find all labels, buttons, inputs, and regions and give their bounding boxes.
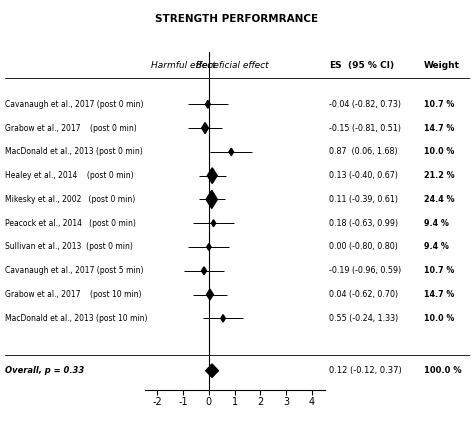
Text: 14.7 %: 14.7 % (424, 123, 455, 132)
Text: MacDonald et al., 2013 (post 10 min): MacDonald et al., 2013 (post 10 min) (5, 314, 147, 323)
Text: 0.55 (-0.24, 1.33): 0.55 (-0.24, 1.33) (329, 314, 399, 323)
Text: Beneficial effect: Beneficial effect (196, 61, 268, 70)
Text: ES: ES (329, 61, 342, 70)
Text: 10.0 %: 10.0 % (424, 314, 455, 323)
Polygon shape (229, 148, 234, 155)
Text: 0.04 (-0.62, 0.70): 0.04 (-0.62, 0.70) (329, 290, 399, 299)
Polygon shape (207, 289, 213, 300)
Text: MacDonald et al., 2013 (post 0 min): MacDonald et al., 2013 (post 0 min) (5, 147, 143, 156)
Text: -0.19 (-0.96, 0.59): -0.19 (-0.96, 0.59) (329, 266, 401, 275)
Text: Peacock et al., 2014   (post 0 min): Peacock et al., 2014 (post 0 min) (5, 219, 136, 228)
Polygon shape (201, 123, 209, 133)
Text: Grabow et al., 2017    (post 10 min): Grabow et al., 2017 (post 10 min) (5, 290, 141, 299)
Text: 10.7 %: 10.7 % (424, 100, 455, 109)
Text: 0.13 (-0.40, 0.67): 0.13 (-0.40, 0.67) (329, 171, 399, 180)
Text: Cavanaugh et al., 2017 (post 5 min): Cavanaugh et al., 2017 (post 5 min) (5, 266, 143, 275)
Polygon shape (207, 243, 211, 250)
Text: 0.87  (0.06, 1.68): 0.87 (0.06, 1.68) (329, 147, 398, 156)
Polygon shape (211, 220, 216, 227)
Text: STRENGTH PERFORMRANCE: STRENGTH PERFORMRANCE (155, 14, 319, 24)
Text: 100.0 %: 100.0 % (424, 366, 462, 375)
Polygon shape (221, 315, 225, 322)
Text: 10.0 %: 10.0 % (424, 147, 455, 156)
Text: 0.00 (-0.80, 0.80): 0.00 (-0.80, 0.80) (329, 242, 398, 252)
Text: Weight: Weight (424, 61, 460, 70)
Text: Overall, p = 0.33: Overall, p = 0.33 (5, 366, 84, 375)
Text: Mikesky et al., 2002   (post 0 min): Mikesky et al., 2002 (post 0 min) (5, 195, 135, 204)
Polygon shape (205, 100, 210, 108)
Text: Harmful effect: Harmful effect (151, 61, 216, 70)
Text: 9.4 %: 9.4 % (424, 219, 449, 228)
Text: Sullivan et al., 2013  (post 0 min): Sullivan et al., 2013 (post 0 min) (5, 242, 133, 252)
Text: Grabow et al., 2017    (post 0 min): Grabow et al., 2017 (post 0 min) (5, 123, 137, 132)
Polygon shape (206, 364, 219, 377)
Text: 14.7 %: 14.7 % (424, 290, 455, 299)
Text: Cavanaugh et al., 2017 (post 0 min): Cavanaugh et al., 2017 (post 0 min) (5, 100, 143, 109)
Text: Healey et al., 2014    (post 0 min): Healey et al., 2014 (post 0 min) (5, 171, 133, 180)
Text: (95 % CI): (95 % CI) (348, 61, 394, 70)
Polygon shape (206, 191, 218, 208)
Text: 0.18 (-0.63, 0.99): 0.18 (-0.63, 0.99) (329, 219, 399, 228)
Text: 0.11 (-0.39, 0.61): 0.11 (-0.39, 0.61) (329, 195, 399, 204)
Text: 9.4 %: 9.4 % (424, 242, 449, 252)
Text: -0.15 (-0.81, 0.51): -0.15 (-0.81, 0.51) (329, 123, 401, 132)
Polygon shape (207, 168, 217, 184)
Polygon shape (201, 267, 207, 275)
Text: -0.04 (-0.82, 0.73): -0.04 (-0.82, 0.73) (329, 100, 401, 109)
Text: 24.4 %: 24.4 % (424, 195, 455, 204)
Text: 0.12 (-0.12, 0.37): 0.12 (-0.12, 0.37) (329, 366, 402, 375)
Text: 10.7 %: 10.7 % (424, 266, 455, 275)
Text: 21.2 %: 21.2 % (424, 171, 455, 180)
